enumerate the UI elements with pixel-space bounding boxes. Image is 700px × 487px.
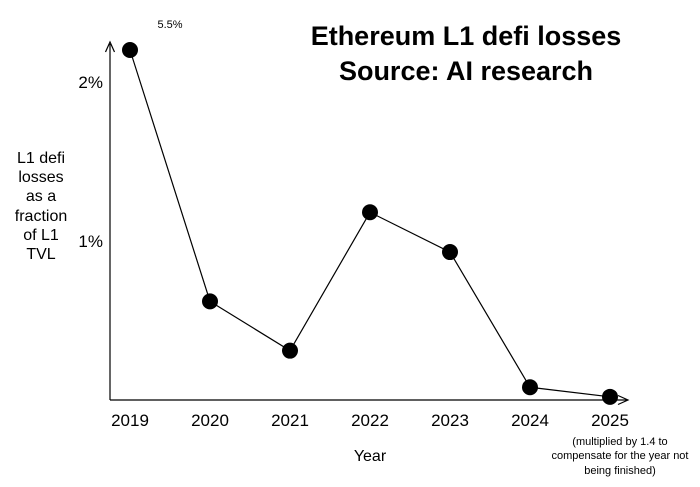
y-axis-arrow <box>104 40 116 53</box>
y-axis-label-line: losses <box>18 169 63 186</box>
series-line <box>129 49 611 398</box>
x-tick-label: 2020 <box>191 411 229 430</box>
data-point <box>522 379 538 396</box>
data-point <box>122 42 138 58</box>
y-ticks: 1% 2% <box>78 73 103 251</box>
x-tick-label: 2023 <box>431 411 469 430</box>
x-tick-label: 2022 <box>351 411 389 430</box>
data-point <box>602 388 618 405</box>
footnote-line: being finished) <box>584 465 656 477</box>
series-points <box>122 42 618 405</box>
footnote-line: (multiplied by 1.4 to <box>572 436 667 448</box>
x-tick-label: 2024 <box>511 411 549 430</box>
chart-title-line-1: Ethereum L1 defi losses <box>311 21 622 51</box>
footnote-line: compensate for the year not <box>552 450 689 462</box>
data-point <box>282 342 298 359</box>
series-line-path <box>129 49 611 398</box>
y-axis-label-line: TVL <box>26 246 55 263</box>
data-point <box>202 293 218 310</box>
data-point <box>362 204 378 221</box>
x-axis-arrow <box>617 394 630 406</box>
y-axis-label-line: fraction <box>15 208 67 225</box>
x-tick-label: 2025 <box>591 411 629 430</box>
y-axis-label: L1 defi losses as a fraction of L1 TVL <box>15 150 67 263</box>
footnote: (multiplied by 1.4 to compensate for the… <box>552 436 689 477</box>
x-tick-label: 2021 <box>271 411 309 430</box>
chart-title-line-2: Source: AI research <box>339 56 593 86</box>
y-axis-label-line: of L1 <box>23 227 59 244</box>
y-axis-label-line: as a <box>26 188 56 205</box>
data-point <box>442 244 458 261</box>
x-ticks: 2019 2020 2021 2022 2023 2024 2025 <box>111 411 629 430</box>
point-annotation: 5.5% <box>157 19 182 31</box>
y-tick-label: 1% <box>78 232 103 251</box>
x-tick-label: 2019 <box>111 411 149 430</box>
x-axis-title: Year <box>354 448 387 465</box>
y-tick-label: 2% <box>78 73 103 92</box>
point-labels: 5.5% <box>157 19 182 31</box>
y-axis-label-line: L1 defi <box>17 150 65 167</box>
